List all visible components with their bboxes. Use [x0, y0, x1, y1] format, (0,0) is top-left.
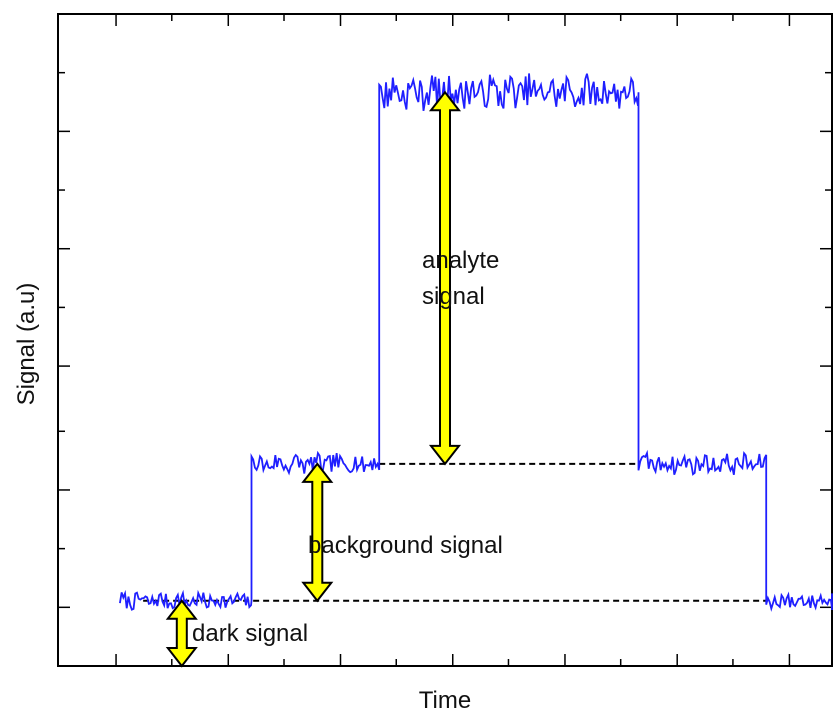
- annotation-analyte-signal-line-2: signal: [422, 283, 485, 310]
- annotation-arrow-0: [165, 599, 198, 668]
- x-axis-label: Time: [419, 687, 471, 714]
- y-axis-label: Signal (a.u): [13, 283, 40, 406]
- annotation-analyte-signal-line-1: analyte: [422, 247, 499, 274]
- plot-frame: [57, 13, 833, 667]
- annotation-dark-signal: dark signal: [192, 620, 308, 647]
- annotation-background-signal: background signal: [308, 532, 503, 559]
- annotation-arrow-1: [301, 462, 334, 603]
- signal-series-line: [119, 73, 833, 612]
- annotation-analyte-signal: analyte signal: [422, 247, 506, 310]
- annotation-arrows: [165, 90, 462, 668]
- axis-ticks: [58, 14, 832, 666]
- annotation-arrow-2: [428, 90, 462, 466]
